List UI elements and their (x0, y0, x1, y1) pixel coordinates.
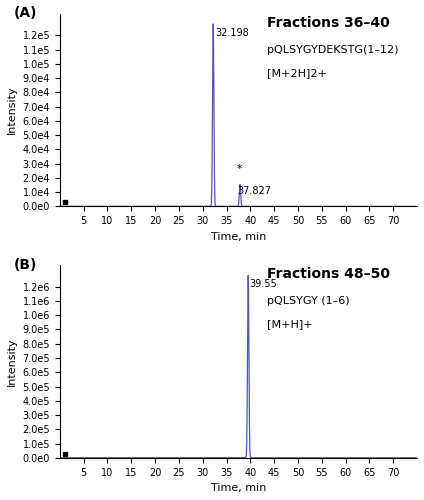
Text: 37.827: 37.827 (237, 186, 271, 196)
Text: *: * (236, 164, 242, 173)
Text: pQLSYGYDEKSTG(1–12): pQLSYGYDEKSTG(1–12) (267, 44, 399, 54)
Text: (A): (A) (14, 6, 37, 20)
Y-axis label: Intensity: Intensity (7, 337, 17, 386)
Text: (B): (B) (14, 258, 37, 272)
X-axis label: Time, min: Time, min (211, 483, 266, 493)
Text: [M+2H]2+: [M+2H]2+ (267, 68, 327, 78)
Text: 39.55: 39.55 (250, 279, 277, 289)
Text: Fractions 48–50: Fractions 48–50 (267, 268, 390, 281)
Y-axis label: Intensity: Intensity (7, 86, 17, 134)
Text: [M+H]+: [M+H]+ (267, 319, 312, 329)
Text: 32.198: 32.198 (215, 28, 249, 38)
X-axis label: Time, min: Time, min (211, 232, 266, 241)
Text: Fractions 36–40: Fractions 36–40 (267, 16, 390, 30)
Text: pQLSYGY (1–6): pQLSYGY (1–6) (267, 296, 350, 306)
